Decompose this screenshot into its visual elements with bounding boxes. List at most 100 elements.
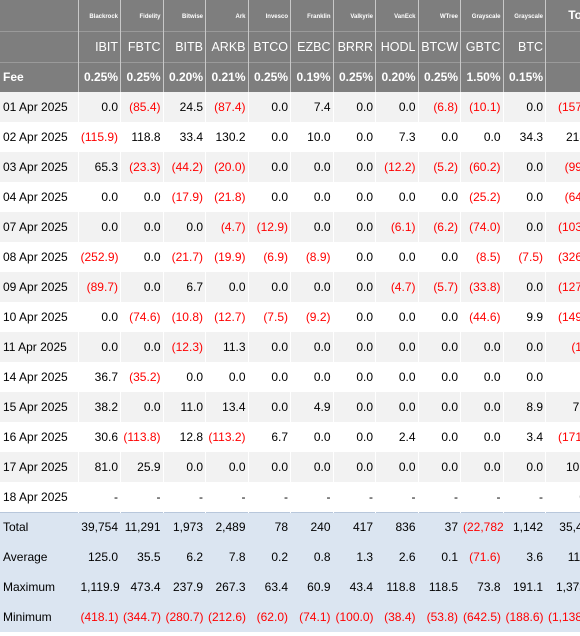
flow-cell-btcw: 0.0 xyxy=(418,362,461,392)
fee-row: Fee 0.25% 0.25% 0.20% 0.21% 0.25% 0.19% … xyxy=(0,61,580,92)
flow-cell-ibit: (418.1) xyxy=(78,602,121,632)
flow-cell-ezbc: 0.0 xyxy=(290,182,334,212)
table-row: 04 Apr 2025 0.0 0.0 (17.9) (21.8) 0.0 0.0 0.0 0.… xyxy=(0,182,580,212)
flow-cell-ezbc: 0.0 xyxy=(290,332,334,362)
flow-cell-hodl: (12.2) xyxy=(375,152,419,182)
flow-cell-total: (99.8) xyxy=(545,152,580,182)
flow-cell-ibit: 38.2 xyxy=(78,392,121,422)
issuer-cell-brrr: Valkyrie xyxy=(333,0,376,31)
flow-cell-ibit: 125.0 xyxy=(78,542,121,572)
flow-cell-btcw: 0.0 xyxy=(418,302,461,332)
date-cell: 16 Apr 2025 xyxy=(0,422,79,452)
ticker-gbtc: GBTC xyxy=(460,30,504,62)
flow-cell-ibit: 81.0 xyxy=(78,452,121,482)
fee-fbtc: 0.25% xyxy=(120,61,164,92)
flow-cell-btc: - xyxy=(503,482,546,512)
fee-ibit: 0.25% xyxy=(78,61,121,92)
date-cell: 09 Apr 2025 xyxy=(0,272,79,302)
table-row: 18 Apr 2025-----------0.0 xyxy=(0,482,580,512)
ticker-fbtc: FBTC xyxy=(120,30,164,62)
flow-cell-gbtc: (8.5) xyxy=(460,242,504,272)
flow-cell-btcw: (5.2) xyxy=(418,152,461,182)
ticker-bitb: BITB xyxy=(163,30,206,62)
issuer-cell-bitb: Bitwise xyxy=(163,0,206,31)
flow-cell-btc: 0.0 xyxy=(503,182,546,212)
fee-ezbc: 0.19% xyxy=(290,61,334,92)
summary-body: Total 39,754 11,291 1,973 2,489 78 240 417 836 37… xyxy=(0,511,580,632)
flow-cell-brrr: 0.0 xyxy=(333,272,376,302)
flow-cell-ezbc: 0.0 xyxy=(290,212,334,242)
flow-cell-bitb: 0.0 xyxy=(163,212,206,242)
flow-cell-btco: (12.9) xyxy=(248,212,291,242)
flow-cell-total: (326.3) xyxy=(545,242,580,272)
flow-cell-hodl: 836 xyxy=(375,511,419,542)
flow-cell-gbtc: (642.5) xyxy=(460,602,504,632)
flow-cell-bitb: 33.4 xyxy=(163,122,206,152)
date-cell: 01 Apr 2025 xyxy=(0,92,79,122)
flow-cell-bitb: 0.0 xyxy=(163,362,206,392)
flow-cell-fbtc: 0.0 xyxy=(120,332,164,362)
flow-cell-arkb: 0.0 xyxy=(205,362,249,392)
flow-cell-btcw: 0.0 xyxy=(418,392,461,422)
flow-cell-ezbc: 7.4 xyxy=(290,92,334,122)
flow-cell-btc: 0.0 xyxy=(503,272,546,302)
flow-cell-gbtc: 0.0 xyxy=(460,332,504,362)
table-row: 10 Apr 2025 0.0 (74.6) (10.8) (12.7) (7.5) (9.… xyxy=(0,302,580,332)
flow-cell-btcw: 37 xyxy=(418,511,461,542)
flow-cell-btco: 0.0 xyxy=(248,362,291,392)
flow-cell-gbtc: 0.0 xyxy=(460,422,504,452)
table-row: 17 Apr 2025 81.0 25.9 0.0 0.0 0.0 0.0 0.0 0.0 0.0… xyxy=(0,452,580,482)
flow-cell-btc: 3.6 xyxy=(503,542,546,572)
fee-gbtc: 1.50% xyxy=(460,61,504,92)
flow-cell-gbtc: 0.0 xyxy=(460,362,504,392)
flow-cell-btc: 34.3 xyxy=(503,122,546,152)
issuer-cell-ezbc: Franklin xyxy=(290,0,334,31)
flow-cell-arkb: (12.7) xyxy=(205,302,249,332)
flow-cell-bitb: 6.2 xyxy=(163,542,206,572)
flow-cell-btco: 63.4 xyxy=(248,572,291,602)
summary-row: Average 125.0 35.5 6.2 7.8 0.2 0.8 1.3 2.6 0.1 (71… xyxy=(0,542,580,572)
flow-cell-btcw: - xyxy=(418,482,461,512)
flow-cell-btc: 0.0 xyxy=(503,362,546,392)
flow-cell-hodl: 2.6 xyxy=(375,542,419,572)
flow-cell-total: 35,475 xyxy=(545,511,580,542)
flow-cell-hodl: 0.0 xyxy=(375,182,419,212)
flow-cell-fbtc: (113.8) xyxy=(120,422,164,452)
flow-cell-brrr: 43.4 xyxy=(333,572,376,602)
flow-cell-ibit: 0.0 xyxy=(78,92,121,122)
daily-flows-body: 01 Apr 2025 0.0 (85.4) 24.5 (87.4) 0.0 7.4 0.0 0… xyxy=(0,92,580,512)
flow-cell-brrr: 417 xyxy=(333,511,376,542)
flow-cell-gbtc: (60.2) xyxy=(460,152,504,182)
flow-cell-hodl: 0.0 xyxy=(375,302,419,332)
flow-cell-arkb: 13.4 xyxy=(205,392,249,422)
flow-cell-total: (127.2) xyxy=(545,272,580,302)
flow-cell-arkb: - xyxy=(205,482,249,512)
table-row: 09 Apr 2025 (89.7) 0.0 6.7 0.0 0.0 0.0 0.0 (4.7)… xyxy=(0,272,580,302)
ticker-ezbc: EZBC xyxy=(290,30,334,62)
flow-cell-gbtc: - xyxy=(460,482,504,512)
date-cell: 15 Apr 2025 xyxy=(0,392,79,422)
flow-cell-hodl: 0.0 xyxy=(375,392,419,422)
flow-cell-btcw: 0.0 xyxy=(418,422,461,452)
flow-cell-ezbc: 4.9 xyxy=(290,392,334,422)
issuer-cell-btc: Grayscale xyxy=(503,0,546,31)
flow-cell-btc: (7.5) xyxy=(503,242,546,272)
flow-cell-ezbc: 240 xyxy=(290,511,334,542)
flow-cell-total: (1.0) xyxy=(545,332,580,362)
flow-cell-ibit: 0.0 xyxy=(78,182,121,212)
flow-cell-arkb: (4.7) xyxy=(205,212,249,242)
flow-cell-gbtc: (25.2) xyxy=(460,182,504,212)
flow-cell-brrr: 0.0 xyxy=(333,182,376,212)
summary-label-cell: Average xyxy=(0,542,79,572)
flow-cell-btcw: (6.8) xyxy=(418,92,461,122)
flow-cell-hodl: 0.0 xyxy=(375,242,419,272)
flow-cell-fbtc: 118.8 xyxy=(120,122,164,152)
flow-cell-fbtc: (35.2) xyxy=(120,362,164,392)
flow-cell-ibit: (115.9) xyxy=(78,122,121,152)
flow-cell-btc: 0.0 xyxy=(503,452,546,482)
flow-cell-btco: 0.0 xyxy=(248,122,291,152)
ticker-btcw: BTCW xyxy=(418,30,461,62)
flow-cell-brrr: 0.0 xyxy=(333,152,376,182)
fee-btco: 0.25% xyxy=(248,61,291,92)
flow-cell-btcw: (53.8) xyxy=(418,602,461,632)
